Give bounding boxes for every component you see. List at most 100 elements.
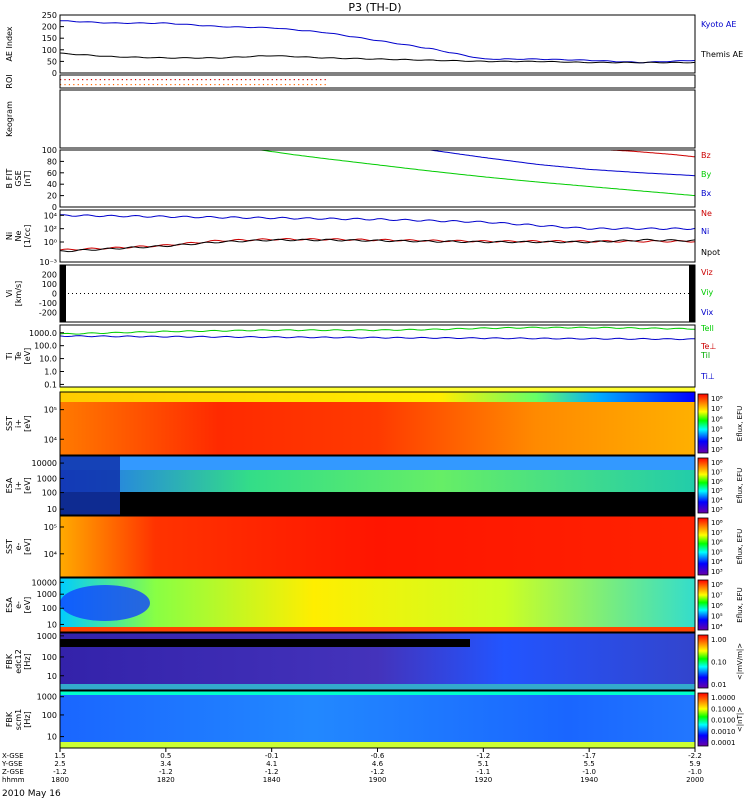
sst_elec-colorbar xyxy=(697,517,709,576)
esa_elec-ytick-label: 1000 xyxy=(37,590,57,599)
roi-marker xyxy=(311,84,313,86)
density-ytick-label: 10⁻³ xyxy=(39,258,57,267)
sst_ion-ylabel: [eV] xyxy=(23,415,32,432)
roi-marker xyxy=(187,84,190,86)
ae-ytick-label: 0 xyxy=(52,69,57,78)
temperature-ytick-label: 1000.0 xyxy=(29,329,57,338)
bfit-series-by xyxy=(261,149,696,197)
roi-marker xyxy=(280,79,282,81)
x-axis-row-label-hhmm: hhmm xyxy=(2,776,25,784)
roi-marker xyxy=(161,84,163,86)
esa_ion-ztick-label: 10⁶ xyxy=(711,478,723,486)
roi-marker xyxy=(117,84,119,86)
roi-marker xyxy=(183,84,185,86)
temperature-series-ti- xyxy=(59,335,696,341)
sst-ion-top-strip xyxy=(60,387,695,392)
roi-marker xyxy=(187,79,190,81)
density-frame xyxy=(59,209,696,263)
roi-marker xyxy=(231,79,234,81)
esa_ion-colorbar xyxy=(697,457,709,514)
roi-marker xyxy=(192,79,194,81)
roi-marker xyxy=(179,84,181,86)
roi-marker xyxy=(161,79,163,81)
roi-marker xyxy=(148,84,150,86)
x-axis-row-label-x-gse: X-GSE xyxy=(2,752,24,760)
sst_elec-ztick-label: 10⁷ xyxy=(711,529,723,537)
x-axis-tick-label: -1.2 xyxy=(159,768,173,776)
ae-ytick-label: 150 xyxy=(42,34,57,43)
roi-marker xyxy=(284,79,287,81)
velocity-frame xyxy=(59,264,696,323)
roi-marker xyxy=(258,84,260,86)
fbk-b-top-band xyxy=(60,691,695,695)
esa_ion-ztick-label: 10³ xyxy=(711,506,723,514)
esa_ion-ztick-label: 10⁴ xyxy=(711,497,723,505)
temperature-ylabel: Ti xyxy=(5,353,14,361)
roi-marker xyxy=(196,84,198,86)
fbk_e-ylabel: FBK xyxy=(5,653,14,669)
fbk_b-ytick-label: 1000 xyxy=(37,693,57,702)
keogram-frame xyxy=(59,89,696,149)
temperature-ylabel: Te xyxy=(14,352,23,362)
fbk_e-ztick-label: 0.01 xyxy=(711,681,727,689)
velocity-ylabel: Vi xyxy=(5,290,14,298)
bfit-ylabel: GSE xyxy=(14,170,23,186)
roi-marker xyxy=(77,84,79,86)
ae-ylabel: AE Index xyxy=(5,26,14,61)
sst-elec-spectrogram xyxy=(60,516,695,577)
ae-series-kyoto-ae xyxy=(59,20,696,64)
roi-marker xyxy=(95,79,97,81)
velocity-legend-vix: Vix xyxy=(701,308,714,317)
fbk_b-ztick-label: 0.1000 xyxy=(711,705,736,713)
density-ylabel: [1/cc] xyxy=(23,225,32,248)
esa_ion-ytick-label: 100 xyxy=(42,489,57,498)
bfit-ytick-label: 40 xyxy=(47,180,57,189)
roi-marker xyxy=(214,79,216,81)
sst_elec-ylabel: [eV] xyxy=(23,538,32,555)
roi-frame xyxy=(59,74,696,89)
roi-marker xyxy=(240,79,242,81)
roi-marker xyxy=(267,84,269,86)
fbk_b-ylabel: scm1 xyxy=(14,709,23,730)
esa_elec-ytick-label: 100 xyxy=(42,604,57,613)
roi-marker xyxy=(170,79,172,81)
esa_ion-ztick-label: 10⁸ xyxy=(711,459,723,467)
roi-marker xyxy=(289,84,291,86)
sst_ion-ztick-label: 10⁶ xyxy=(711,415,723,423)
esa_elec-ztick-label: 10⁷ xyxy=(711,592,723,600)
fbk_b-ztick-label: 0.0100 xyxy=(711,717,736,725)
esa_elec-ylabel: ESA xyxy=(5,597,14,613)
sst_ion-frame xyxy=(59,391,696,456)
roi-marker xyxy=(262,79,265,81)
roi-marker xyxy=(214,84,216,86)
esa-ion-core-band xyxy=(60,470,695,492)
roi-marker xyxy=(280,84,282,86)
bfit-ytick-label: 100 xyxy=(42,146,57,155)
roi-marker xyxy=(64,84,66,86)
x-axis-tick-label: -1.2 xyxy=(265,768,279,776)
roi-marker xyxy=(201,79,203,81)
roi-marker xyxy=(60,79,62,81)
roi-marker xyxy=(227,84,229,86)
x-axis-tick-label: 3.4 xyxy=(160,760,172,768)
esa_elec-ztick-label: 10⁵ xyxy=(711,613,723,621)
esa_elec-ztick-label: 10⁸ xyxy=(711,581,723,589)
date-label: 2010 May 16 xyxy=(2,789,61,799)
temperature-legend-tell: Tell xyxy=(700,324,714,333)
roi-ylabel: ROI xyxy=(5,74,14,88)
density-ytick-label: 10⁰ xyxy=(44,238,57,247)
fbk_b-ylabel: [Hz] xyxy=(23,711,32,727)
fbk_b-ytick-label: 100 xyxy=(42,711,57,720)
fbk_b-ylabel: FBK xyxy=(5,711,14,727)
fbk_e-ylabel: edc12 xyxy=(14,649,23,674)
esa_elec-ztick-label: 10⁴ xyxy=(711,623,723,631)
x-axis-tick-label: 1920 xyxy=(474,776,492,784)
density-ylabel: Ni xyxy=(5,232,14,240)
sst_ion-ylabel: i+ xyxy=(14,419,23,428)
temperature-legend-ti-: Ti⊥ xyxy=(700,372,715,381)
sst_ion-ztick-label: 10⁴ xyxy=(711,436,723,444)
fbk-e-black-band xyxy=(60,639,470,647)
roi-marker xyxy=(77,79,79,81)
roi-marker xyxy=(236,84,238,86)
temperature-ytick-label: 1.0 xyxy=(44,368,57,377)
